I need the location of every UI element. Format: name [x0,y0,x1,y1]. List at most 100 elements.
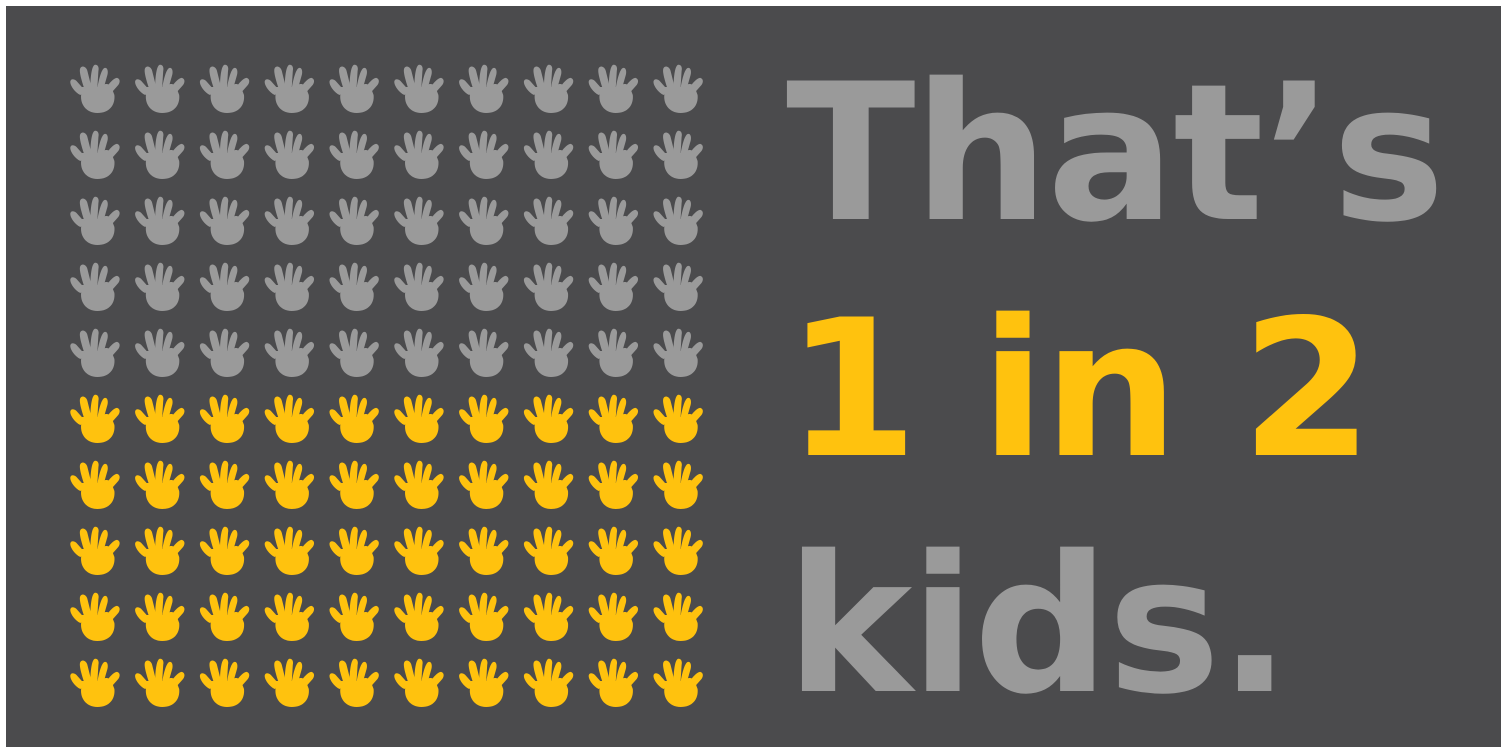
hand-icon-highlighted [523,394,574,443]
hand-icon [523,196,574,245]
hand-icon-highlighted [394,526,444,575]
hand-icon [653,262,703,311]
hand-icon-highlighted [394,394,444,443]
hand-icon-highlighted [459,526,509,575]
hand-icon [459,262,509,311]
hand-icon [394,196,444,245]
hand-icon-highlighted [653,592,703,641]
hand-icon [329,262,379,311]
infographic-panel: That’s 1 in 2 kids. [6,6,1501,747]
hand-icon [459,328,509,377]
hand-icon-highlighted [135,394,185,443]
hand-icon [329,196,379,245]
hand-icon-highlighted [653,394,703,443]
hand-icon [70,328,120,377]
headline: That’s 1 in 2 kids. [786,36,1486,744]
hand-icon-highlighted [523,592,574,641]
hand-icon [588,262,639,311]
hand-icon-highlighted [588,658,639,707]
hand-icon [264,130,315,179]
hand-icon [70,64,120,113]
hand-icon [199,262,250,311]
hand-icon-highlighted [653,460,703,509]
hand-icon [653,64,703,113]
hand-icon-highlighted [135,526,185,575]
hand-icon [264,262,315,311]
hand-icon [135,328,185,377]
hand-icon-highlighted [459,592,509,641]
hand-icon-highlighted [523,526,574,575]
hand-icon-highlighted [70,592,120,641]
hand-icon-grid [62,56,710,716]
hand-icon [588,196,639,245]
headline-line-2: 1 in 2 [786,279,1373,500]
hand-icon [588,130,639,179]
hand-icon [135,262,185,311]
hand-icon-highlighted [523,460,574,509]
hand-icon [70,196,120,245]
hand-icon-highlighted [653,658,703,707]
hand-icon-highlighted [329,460,379,509]
hand-icon [135,64,185,113]
hand-icon [394,262,444,311]
headline-line-3: kids. [786,515,1291,736]
hand-icon-highlighted [394,592,444,641]
hand-icon-highlighted [135,460,185,509]
hand-icon-highlighted [135,658,185,707]
hand-icon [329,328,379,377]
hand-icon-highlighted [653,526,703,575]
hand-icon [459,64,509,113]
headline-line-1: That’s [786,43,1445,264]
hand-icon-highlighted [264,460,315,509]
hand-icon [199,196,250,245]
hand-icon [264,64,315,113]
hand-icon-highlighted [588,592,639,641]
hand-icon [523,262,574,311]
hand-icon [264,196,315,245]
hand-icon [653,196,703,245]
hand-icon [329,130,379,179]
hand-icon [394,130,444,179]
hand-icons-svg [70,64,703,707]
hand-icon [394,328,444,377]
hand-icon-highlighted [329,526,379,575]
hand-icon-highlighted [329,394,379,443]
hand-icon [459,196,509,245]
hand-icon [70,130,120,179]
hand-icon-highlighted [523,658,574,707]
hand-icon-highlighted [459,658,509,707]
hand-icon [588,328,639,377]
hand-icon-highlighted [264,526,315,575]
hand-icon-highlighted [70,460,120,509]
hand-icon [653,328,703,377]
hand-icon-highlighted [394,658,444,707]
hand-icon-highlighted [264,658,315,707]
hand-icon [523,64,574,113]
hand-icon [199,328,250,377]
hand-icon-highlighted [264,394,315,443]
hand-icon-highlighted [588,526,639,575]
hand-icon [199,64,250,113]
hand-icon [135,130,185,179]
hand-icon-highlighted [264,592,315,641]
hand-icon-highlighted [199,394,250,443]
hand-icon [459,130,509,179]
hand-icon-highlighted [394,460,444,509]
hand-icon [199,130,250,179]
hand-icon-highlighted [459,394,509,443]
hand-icon [653,130,703,179]
hand-icon-highlighted [70,394,120,443]
hand-icon-highlighted [135,592,185,641]
hand-icon-highlighted [588,394,639,443]
hand-icon [329,64,379,113]
hand-icon-highlighted [459,460,509,509]
hand-icon-highlighted [199,526,250,575]
hand-icon-highlighted [199,460,250,509]
hand-icon [135,196,185,245]
hand-icon [70,262,120,311]
hand-icon-highlighted [329,592,379,641]
hand-icon [264,328,315,377]
hand-icon-highlighted [199,592,250,641]
hand-icon-highlighted [329,658,379,707]
